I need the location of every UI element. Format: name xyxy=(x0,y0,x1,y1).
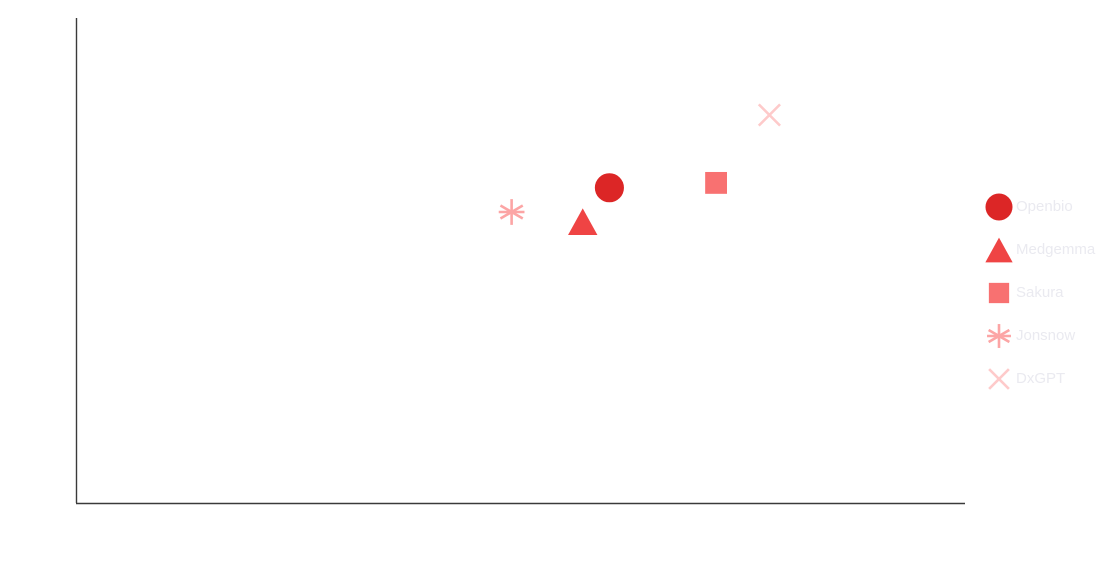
data-point-jonsnow xyxy=(498,199,525,225)
legend-item-sakura: Sakura xyxy=(985,271,1117,314)
legend-item-dxgpt: DxGPT xyxy=(985,357,1117,400)
legend: Openbio Medgemma Sakura Jonsnow DxGPT xyxy=(985,185,1117,400)
cross-marker-icon xyxy=(988,367,1010,390)
data-point-dxgpt xyxy=(757,103,781,127)
circle-marker-icon xyxy=(985,192,1013,221)
asterisk-marker-icon xyxy=(987,323,1011,348)
data-point-openbio xyxy=(594,173,624,203)
data-point-sakura xyxy=(705,171,727,194)
legend-item-jonsnow: Jonsnow xyxy=(985,314,1117,357)
square-marker-icon xyxy=(988,282,1010,303)
legend-item-medgemma: Medgemma xyxy=(985,228,1117,271)
legend-label: Jonsnow xyxy=(1016,327,1076,344)
legend-item-openbio: Openbio xyxy=(985,185,1117,228)
data-point-medgemma xyxy=(568,208,598,235)
legend-label: Medgemma xyxy=(1016,241,1096,258)
legend-label: DxGPT xyxy=(1016,370,1066,387)
plot-area xyxy=(498,103,781,235)
legend-label: Sakura xyxy=(1016,284,1064,301)
triangle-marker-icon xyxy=(985,237,1013,262)
legend-label: Openbio xyxy=(1016,198,1073,215)
